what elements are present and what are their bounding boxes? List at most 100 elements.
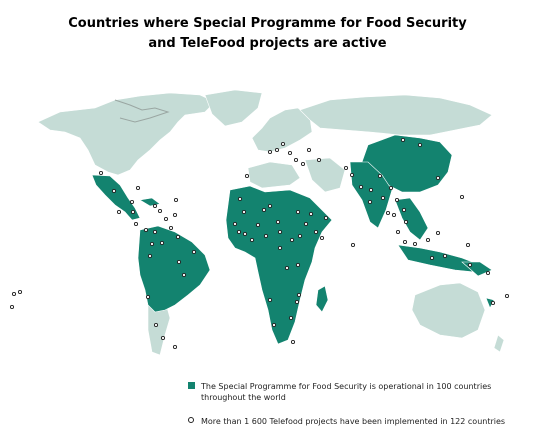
telefood-project-marker — [152, 229, 158, 235]
ice-coastline — [114, 99, 170, 123]
telefood-project-marker — [380, 195, 386, 201]
telefood-project-marker — [135, 185, 141, 191]
region-mexico-central-america — [91, 174, 141, 221]
region-africa — [225, 185, 333, 345]
operational-swatch — [188, 382, 195, 389]
telefood-project-marker — [173, 197, 179, 203]
telefood-project-marker — [367, 199, 373, 205]
telefood-project-marker — [288, 315, 294, 321]
telefood-project-marker — [249, 237, 255, 243]
region-madagascar — [315, 285, 329, 313]
telefood-project-marker — [313, 229, 319, 235]
region-southeast-asia — [394, 197, 429, 241]
region-south-america — [137, 225, 211, 313]
telefood-project-marker — [290, 339, 296, 345]
telefood-project-marker — [160, 335, 166, 341]
telefood-project-marker — [163, 216, 169, 222]
telefood-project-marker — [284, 265, 290, 271]
telefood-project-marker — [9, 304, 15, 310]
telefood-project-marker — [143, 227, 149, 233]
telefood-project-marker — [295, 262, 301, 268]
telefood-project-marker — [237, 196, 243, 202]
telefood-project-marker — [172, 212, 178, 218]
telefood-project-marker — [465, 242, 471, 248]
telefood-project-marker — [176, 259, 182, 265]
telefood-marker-icon — [188, 417, 194, 423]
telefood-project-marker — [280, 141, 286, 147]
telefood-project-marker — [277, 229, 283, 235]
legend-telefood-text: More than 1 600 Telefood projects have b… — [201, 417, 506, 426]
telefood-project-marker — [401, 207, 407, 213]
project-markers — [9, 137, 510, 350]
telefood-project-marker — [172, 344, 178, 350]
telefood-project-marker — [294, 299, 300, 305]
telefood-project-marker — [263, 233, 269, 239]
region-caribbean — [139, 197, 161, 207]
telefood-project-marker — [181, 272, 187, 278]
telefood-project-marker — [261, 207, 267, 213]
telefood-project-marker — [377, 173, 383, 179]
telefood-project-marker — [98, 170, 104, 176]
telefood-project-marker — [17, 289, 23, 295]
telefood-project-marker — [306, 147, 312, 153]
telefood-project-marker — [130, 209, 136, 215]
region-north-africa — [247, 161, 301, 189]
map-title-line1: Countries where Special Programme for Fo… — [68, 16, 467, 31]
telefood-project-marker — [395, 229, 401, 235]
telefood-project-marker — [129, 199, 135, 205]
telefood-project-marker — [175, 234, 181, 240]
telefood-project-marker — [157, 208, 163, 214]
telefood-project-marker — [358, 184, 364, 190]
telefood-project-marker — [236, 229, 242, 235]
map-title-line2: and TeleFood projects are active — [148, 36, 387, 51]
region-greenland — [204, 89, 263, 127]
telefood-project-marker — [297, 233, 303, 239]
telefood-project-marker — [412, 241, 418, 247]
region-new-zealand — [493, 334, 505, 353]
telefood-project-marker — [323, 215, 329, 221]
telefood-project-marker — [391, 212, 397, 218]
telefood-project-marker — [153, 322, 159, 328]
telefood-project-marker — [504, 293, 510, 299]
telefood-project-marker — [349, 172, 355, 178]
telefood-project-marker — [435, 230, 441, 236]
region-indonesia — [397, 244, 481, 273]
telefood-project-marker — [191, 249, 197, 255]
telefood-project-marker — [385, 210, 391, 216]
telefood-project-marker — [275, 219, 281, 225]
telefood-project-marker — [467, 262, 473, 268]
telefood-project-marker — [242, 231, 248, 237]
telefood-project-marker — [147, 253, 153, 259]
telefood-project-marker — [303, 221, 309, 227]
telefood-project-marker — [116, 209, 122, 215]
telefood-project-marker — [244, 173, 250, 179]
telefood-project-marker — [277, 245, 283, 251]
telefood-project-marker — [152, 203, 158, 209]
telefood-project-marker — [368, 187, 374, 193]
telefood-project-marker — [319, 235, 325, 241]
map-legend: The Special Programme for Food Security … — [188, 381, 528, 427]
telefood-project-marker — [490, 300, 496, 306]
telefood-project-marker — [435, 175, 441, 181]
telefood-project-marker — [394, 197, 400, 203]
telefood-project-marker — [459, 194, 465, 200]
telefood-project-marker — [271, 322, 277, 328]
telefood-project-marker — [442, 253, 448, 259]
region-south-asia — [349, 161, 393, 229]
telefood-project-marker — [274, 147, 280, 153]
telefood-project-marker — [267, 149, 273, 155]
telefood-project-marker — [400, 137, 406, 143]
telefood-project-marker — [316, 157, 322, 163]
telefood-project-marker — [241, 209, 247, 215]
telefood-project-marker — [485, 270, 491, 276]
telefood-project-marker — [295, 209, 301, 215]
telefood-project-marker — [267, 203, 273, 209]
telefood-project-marker — [267, 297, 273, 303]
telefood-project-marker — [343, 165, 349, 171]
telefood-project-marker — [149, 241, 155, 247]
telefood-project-marker — [403, 219, 409, 225]
world-map — [9, 89, 510, 356]
telefood-project-marker — [287, 150, 293, 156]
telefood-project-marker — [168, 225, 174, 231]
land-other — [37, 89, 505, 356]
